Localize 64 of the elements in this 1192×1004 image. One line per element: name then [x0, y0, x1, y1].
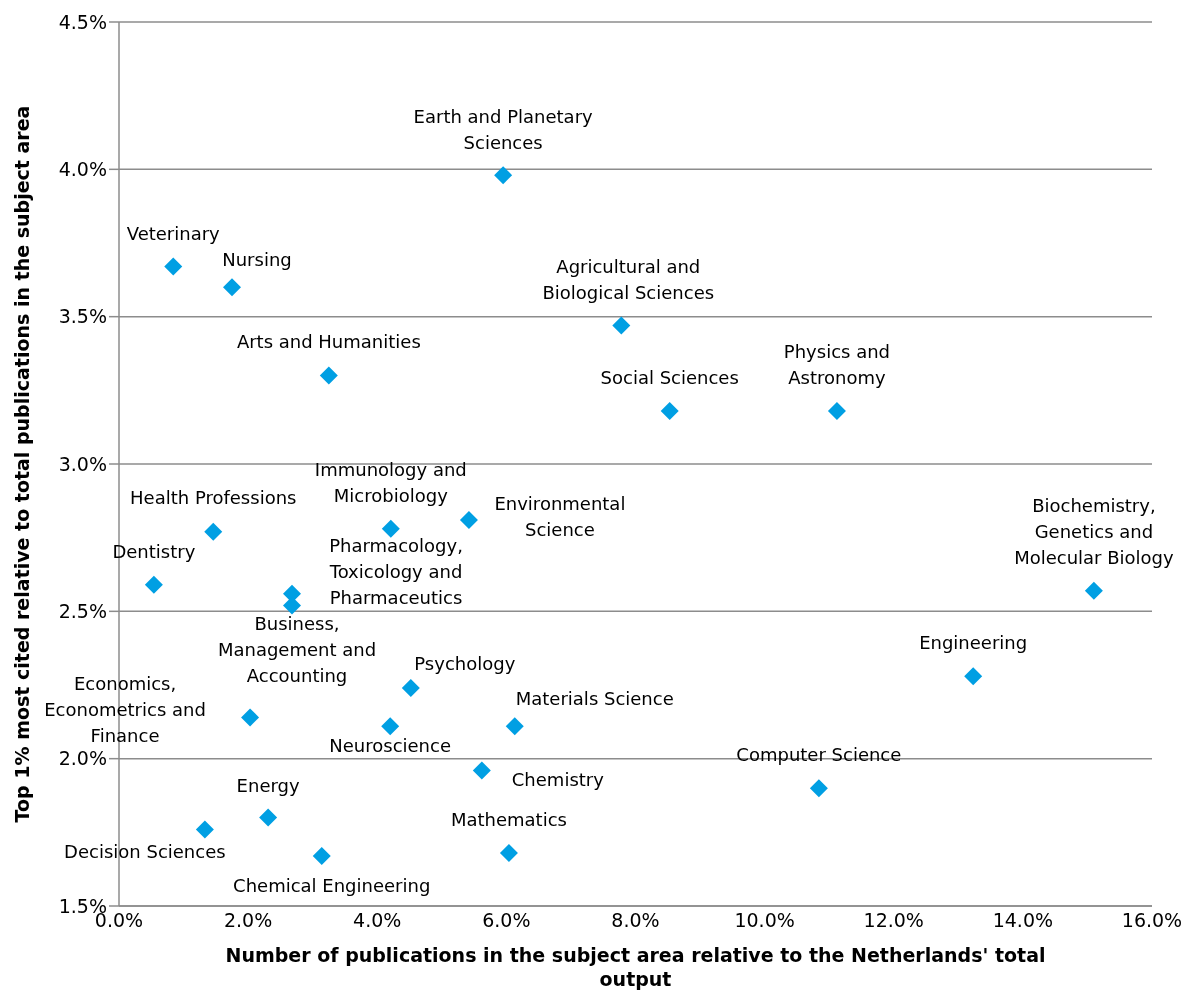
annotation: Psychology — [414, 652, 516, 674]
annotation: Dentistry — [112, 540, 196, 562]
point — [660, 401, 679, 420]
annotation: Neuroscience — [329, 735, 452, 757]
annotation: Chemical Engineering — [233, 874, 431, 896]
annotation: Business, Management and Accounting — [217, 613, 377, 687]
point — [964, 667, 983, 686]
point — [195, 820, 214, 839]
annotation: Arts and Humanities — [236, 330, 421, 352]
annotation: Earth and Planetary Sciences — [413, 106, 594, 154]
point — [401, 678, 420, 697]
x-tick-label: 4.0% — [353, 909, 402, 932]
point — [164, 257, 183, 276]
point — [494, 166, 513, 185]
point — [381, 519, 400, 538]
point — [499, 843, 518, 862]
point — [505, 717, 524, 736]
point — [204, 522, 223, 541]
y-axis-title: Top 1% most cited relative to total publications in the subject area — [11, 105, 33, 823]
annotation: Environmental Science — [494, 492, 626, 540]
annotation: Economics, Econometrics and Finance — [44, 673, 206, 747]
annotation: Energy — [236, 774, 300, 796]
point — [222, 278, 241, 297]
annotation: Materials Science — [515, 688, 674, 710]
annotation: Veterinary — [126, 222, 221, 244]
point — [144, 575, 163, 594]
annotation: Health Professions — [130, 486, 297, 508]
annotation: Computer Science — [736, 744, 902, 766]
y-tick-label: 2.5% — [58, 600, 107, 623]
y-tick-label: 3.5% — [58, 305, 107, 328]
y-tick-label: 3.0% — [58, 452, 107, 475]
annotation: Immunology and Microbiology — [314, 458, 467, 506]
point — [381, 717, 400, 736]
annotation: Biochemistry, Genetics and Molecular Biology — [1014, 494, 1175, 568]
point — [259, 808, 278, 827]
annotation: Engineering — [919, 632, 1028, 654]
x-tick-label: 16.0% — [1121, 909, 1183, 932]
x-tick-label: 8.0% — [611, 909, 660, 932]
point — [809, 779, 828, 798]
point — [827, 401, 846, 420]
x-tick-label: 14.0% — [992, 909, 1054, 932]
x-tick-label: 10.0% — [734, 909, 795, 932]
point — [1084, 581, 1103, 600]
point — [312, 846, 331, 865]
x-axis-title: Number of publications in the subject area relative to the Netherlands' total output — [225, 944, 1046, 990]
y-tick-label: 2.0% — [58, 747, 107, 770]
y-tick-label: 4.0% — [58, 158, 107, 181]
x-tick-label: 12.0% — [863, 909, 924, 932]
annotation: Nursing — [222, 249, 292, 271]
annotation: Decision Sciences — [64, 841, 226, 863]
point — [612, 316, 631, 335]
annotation: Physics and Astronomy — [783, 340, 891, 388]
annotation: Social Sciences — [600, 366, 739, 388]
point — [319, 366, 338, 385]
annotation: Mathematics — [450, 808, 567, 830]
x-tick-label: 6.0% — [482, 909, 531, 932]
y-tick-label: 4.5% — [58, 10, 107, 33]
point — [472, 761, 491, 780]
x-tick-label: 2.0% — [223, 909, 273, 932]
point — [459, 510, 478, 529]
annotation: Agricultural and Biological Sciences — [542, 255, 715, 303]
annotation: Chemistry — [511, 769, 605, 791]
point — [241, 708, 260, 727]
annotation: Pharmacology, Toxicology and Pharmaceutics — [328, 534, 463, 608]
